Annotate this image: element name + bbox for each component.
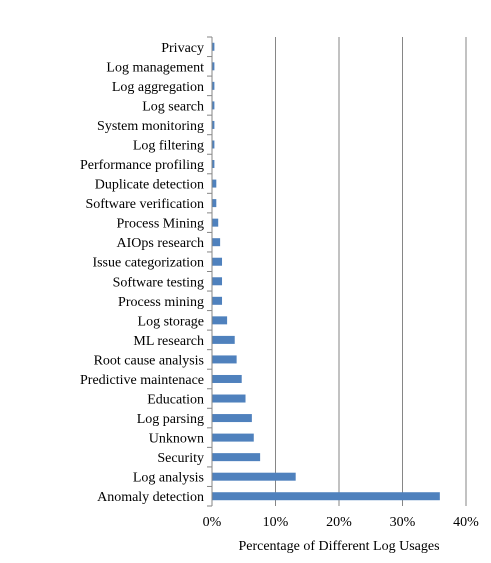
category-label: Root cause analysis bbox=[94, 353, 204, 368]
x-tick-label: 30% bbox=[390, 515, 416, 530]
gridlines bbox=[275, 37, 467, 506]
bar-process-mining bbox=[212, 296, 223, 305]
x-tick-label: 0% bbox=[203, 515, 222, 530]
x-tick-label: 20% bbox=[326, 515, 352, 530]
category-label: Log search bbox=[142, 99, 204, 114]
category-label: AIOps research bbox=[117, 236, 204, 251]
category-label: Software testing bbox=[113, 275, 204, 290]
bars bbox=[212, 42, 440, 501]
category-label: Privacy bbox=[161, 41, 204, 56]
bar-software-verification bbox=[212, 199, 217, 208]
x-tick-label: 40% bbox=[453, 515, 479, 530]
category-label: Predictive maintenace bbox=[80, 373, 204, 388]
x-tick-label: 10% bbox=[263, 515, 289, 530]
bar-log-filtering bbox=[212, 140, 215, 149]
category-label: System monitoring bbox=[97, 119, 204, 134]
bar-log-management bbox=[212, 62, 215, 71]
category-label: Log storage bbox=[138, 314, 204, 329]
bar-log-storage bbox=[212, 316, 228, 325]
bar-root-cause-analysis bbox=[212, 355, 237, 364]
category-label: Process mining bbox=[118, 295, 204, 310]
category-label: Log parsing bbox=[137, 412, 204, 427]
bar-log-analysis bbox=[212, 472, 296, 481]
category-label: Anomaly detection bbox=[97, 490, 204, 505]
bar-log-aggregation bbox=[212, 81, 215, 90]
bar-privacy bbox=[212, 42, 215, 51]
x-tick-labels: 0% 10% 20% 30% 40% bbox=[203, 515, 480, 530]
x-axis-title: Percentage of Different Log Usages bbox=[238, 539, 439, 554]
category-label: Software verification bbox=[85, 197, 204, 212]
category-label: Unknown bbox=[149, 432, 204, 447]
y-axis bbox=[207, 36, 213, 507]
category-label: Log aggregation bbox=[112, 80, 204, 95]
bar-log-parsing bbox=[212, 414, 252, 423]
bar-security bbox=[212, 453, 261, 462]
bar-issue-categorization bbox=[212, 257, 223, 266]
category-labels: Privacy Log management Log aggregation Log … bbox=[80, 41, 204, 505]
category-label: Log filtering bbox=[133, 138, 204, 153]
bar-anomaly-detection bbox=[212, 492, 440, 501]
bar-predictive-maintenace bbox=[212, 374, 242, 383]
bar-software-testing bbox=[212, 277, 223, 286]
bar-system-monitoring bbox=[212, 120, 215, 129]
bar-log-search bbox=[212, 101, 215, 110]
category-label: Duplicate detection bbox=[95, 178, 204, 193]
category-label: Log management bbox=[106, 60, 204, 75]
bar-duplicate-detection bbox=[212, 179, 217, 188]
category-label: Education bbox=[147, 393, 204, 408]
category-label: Security bbox=[157, 451, 204, 466]
category-label: Log analysis bbox=[133, 471, 204, 486]
bar-unknown bbox=[212, 433, 254, 442]
bar-aiops-research bbox=[212, 238, 221, 247]
category-label: Issue categorization bbox=[92, 256, 204, 271]
bar-performance-profiling bbox=[212, 160, 215, 169]
category-label: Process Mining bbox=[117, 217, 205, 232]
bar-ml-research bbox=[212, 335, 235, 344]
category-label: ML research bbox=[133, 334, 204, 349]
bar-education bbox=[212, 394, 246, 403]
bar-process-mining bbox=[212, 218, 219, 227]
category-label: Performance profiling bbox=[80, 158, 204, 173]
